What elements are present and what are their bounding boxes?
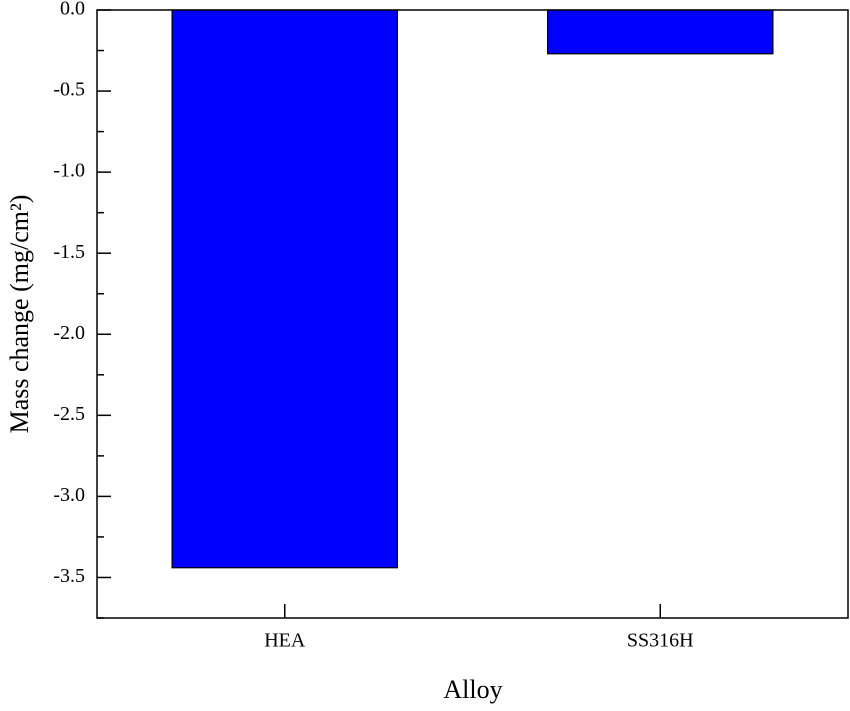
y-tick-label: -1.5: [53, 241, 85, 263]
y-tick-label: -0.5: [53, 79, 85, 101]
y-tick-label: 0.0: [60, 0, 85, 20]
x-tick-label: HEA: [264, 630, 306, 652]
y-axis-label: Mass change (mg/cm²): [5, 195, 34, 434]
y-tick-label: -1.0: [53, 160, 85, 182]
y-tick-label: -3.0: [53, 484, 85, 506]
y-tick-label: -2.5: [53, 403, 85, 425]
plot-frame: [96, 9, 849, 619]
y-tick-label: -3.5: [53, 565, 85, 587]
bar: [171, 9, 399, 569]
y-tick-label: -2.0: [53, 322, 85, 344]
x-tick-label: SS316H: [627, 630, 694, 652]
x-axis-label: Alloy: [443, 675, 502, 704]
bar: [546, 9, 774, 55]
